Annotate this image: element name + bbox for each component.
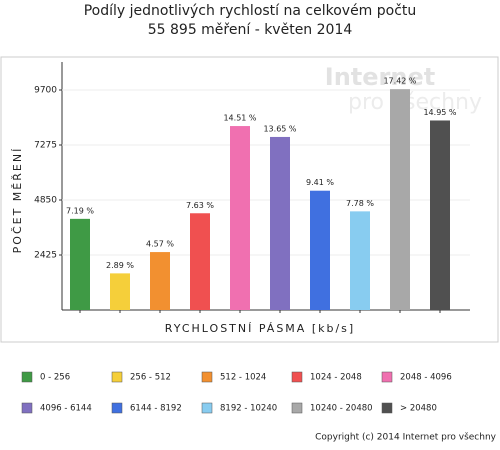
legend-swatch <box>111 371 123 383</box>
legend-label: 0 - 256 <box>40 373 70 383</box>
watermark: Internet <box>325 63 435 91</box>
value-label: 14.95 % <box>423 108 456 117</box>
y-tick-label: 2425 <box>34 251 57 261</box>
legend-label: 1024 - 2048 <box>310 373 362 383</box>
x-axis-label: RYCHLOSTNÍ PÁSMA [kb/s] <box>165 322 355 335</box>
y-tick-label: 4850 <box>34 196 57 206</box>
legend-label: 256 - 512 <box>130 373 171 383</box>
legend-swatch <box>381 402 393 414</box>
bar <box>430 120 450 310</box>
bar <box>310 190 330 310</box>
watermark: pro všechny <box>348 90 482 115</box>
legend-swatch <box>111 402 123 414</box>
value-label: 4.57 % <box>146 240 174 249</box>
value-label: 14.51 % <box>223 114 256 123</box>
legend-swatch <box>201 371 213 383</box>
legend-label: 512 - 1024 <box>220 373 266 383</box>
legend-label: 4096 - 6144 <box>40 404 92 414</box>
plot-frame <box>0 56 499 343</box>
chart-title: Podíly jednotlivých rychlostí na celkové… <box>84 3 417 19</box>
bar <box>390 89 410 310</box>
y-tick-label: 9700 <box>34 86 57 96</box>
bar <box>230 126 250 310</box>
value-label: 7.78 % <box>346 199 374 208</box>
bar <box>70 218 90 310</box>
legend-label: 10240 - 20480 <box>310 404 373 414</box>
value-label: 2.89 % <box>106 261 134 270</box>
legend-swatch <box>381 371 393 383</box>
legend-swatch <box>21 402 33 414</box>
legend-swatch <box>291 371 303 383</box>
value-label: 7.19 % <box>66 206 94 215</box>
value-label: 13.65 % <box>263 124 296 133</box>
legend-label: > 20480 <box>400 404 437 414</box>
footer: Copyright (c) 2014 Internet pro všechny <box>315 432 497 443</box>
legend-label: 2048 - 4096 <box>400 373 452 383</box>
bar <box>150 252 170 310</box>
value-label: 17.42 % <box>383 77 416 86</box>
bar <box>190 213 210 310</box>
bar <box>110 273 130 310</box>
bar <box>350 211 370 310</box>
legend-swatch <box>201 402 213 414</box>
value-label: 7.63 % <box>186 201 214 210</box>
y-axis-label: POČET MĚŘENÍ <box>11 147 24 254</box>
legend-label: 6144 - 8192 <box>130 404 182 414</box>
legend-swatch <box>21 371 33 383</box>
legend-swatch <box>291 402 303 414</box>
legend-label: 8192 - 10240 <box>220 404 277 414</box>
bar <box>270 136 290 310</box>
chart-subtitle: 55 895 měření - květen 2014 <box>148 22 353 38</box>
y-tick-label: 7275 <box>34 141 57 151</box>
value-label: 9.41 % <box>306 178 334 187</box>
